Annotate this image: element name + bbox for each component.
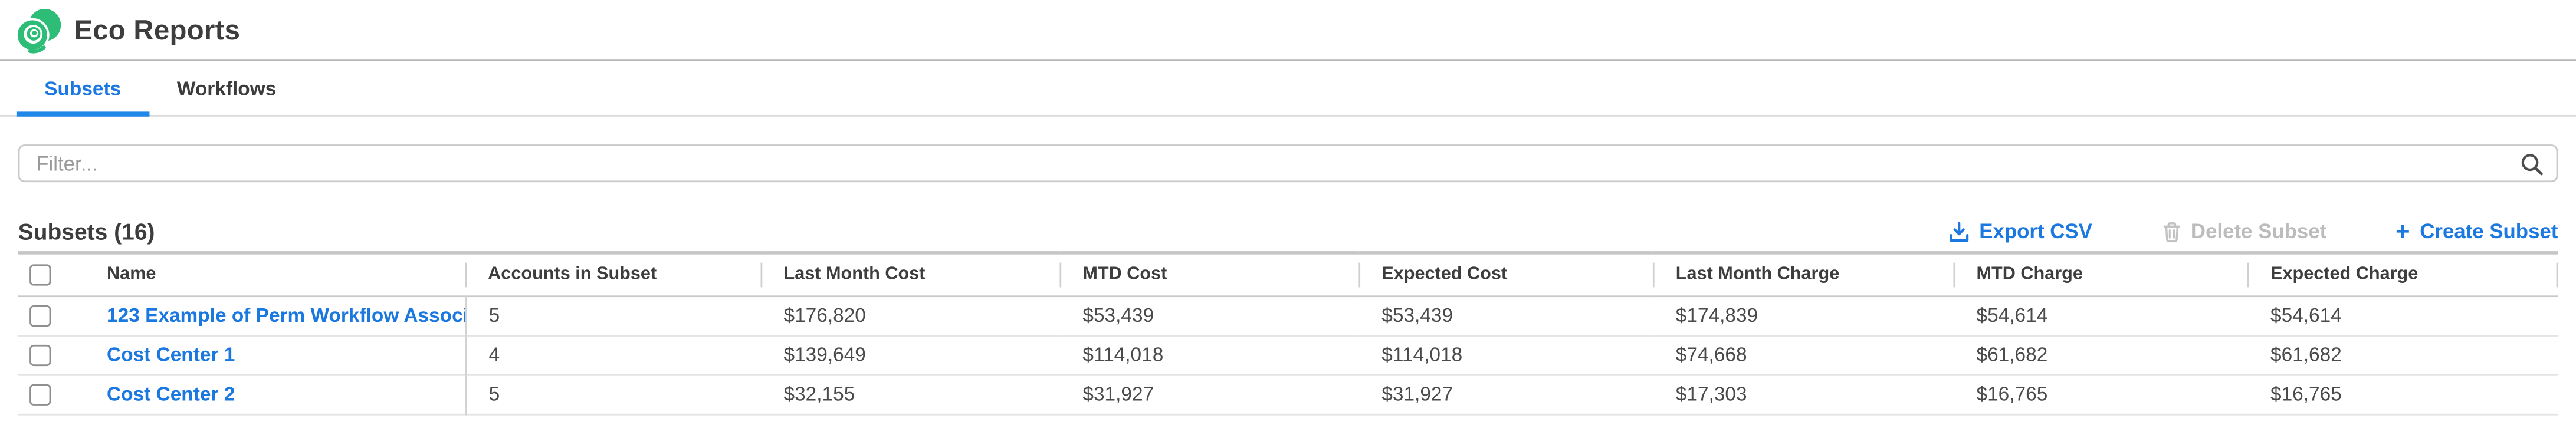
subsets-table: Name Accounts in Subset Last Month Cost … xyxy=(18,251,2558,414)
create-subset-label: Create Subset xyxy=(2420,220,2558,243)
cell-expected-charge: $54,614 xyxy=(2270,304,2342,327)
tabbar: Subsets Workflows xyxy=(0,61,2576,117)
cell-last-month-cost: $32,155 xyxy=(783,382,855,406)
action-bar: Export CSV Delete Subset + Create Subset xyxy=(1948,219,2558,244)
tab-subsets[interactable]: Subsets xyxy=(16,61,149,117)
search-icon xyxy=(2521,153,2543,175)
eco-logo-icon xyxy=(15,9,61,54)
page-title: Eco Reports xyxy=(74,15,241,46)
cell-mtd-cost: $53,439 xyxy=(1082,304,1154,327)
cell-accounts: 5 xyxy=(488,304,500,327)
delete-subset-button[interactable]: Delete Subset xyxy=(2161,220,2326,243)
filter-input[interactable] xyxy=(18,144,2558,183)
table-row: Cost Center 2 5 $32,155 $31,927 $31,927 … xyxy=(18,374,2558,414)
create-subset-button[interactable]: + Create Subset xyxy=(2395,219,2558,244)
cell-accounts: 4 xyxy=(488,343,500,367)
cell-mtd-charge: $61,682 xyxy=(1976,343,2048,367)
delete-subset-label: Delete Subset xyxy=(2190,220,2327,243)
cell-last-month-charge: $74,668 xyxy=(1675,343,1747,367)
cell-expected-charge: $61,682 xyxy=(2270,343,2342,367)
cell-expected-cost: $114,018 xyxy=(1381,343,1463,367)
download-icon xyxy=(1949,221,1968,241)
cell-mtd-cost: $31,927 xyxy=(1082,382,1154,406)
cell-mtd-charge: $54,614 xyxy=(1976,304,2048,327)
col-header-accounts: Accounts in Subset xyxy=(465,253,760,295)
cell-last-month-charge: $17,303 xyxy=(1675,382,1747,406)
section-header: Subsets (16) Export CSV Delete Subset + … xyxy=(18,218,2558,245)
cell-expected-cost: $31,927 xyxy=(1381,382,1453,406)
filter-container xyxy=(18,144,2558,183)
select-all-checkbox[interactable] xyxy=(29,263,51,285)
table-row: Cost Center 1 4 $139,649 $114,018 $114,0… xyxy=(18,335,2558,375)
table-header-row: Name Accounts in Subset Last Month Cost … xyxy=(18,252,2558,296)
subset-link[interactable]: Cost Center 1 xyxy=(107,343,235,367)
export-csv-label: Export CSV xyxy=(1979,220,2092,243)
trash-icon xyxy=(2162,221,2180,242)
cell-mtd-charge: $16,765 xyxy=(1976,382,2048,406)
cell-mtd-cost: $114,018 xyxy=(1082,343,1164,367)
subset-link[interactable]: Cost Center 2 xyxy=(107,382,235,406)
tab-subsets-label: Subsets xyxy=(44,76,122,100)
subset-link[interactable]: 123 Example of Perm Workflow Association xyxy=(107,304,463,327)
app-header: Eco Reports xyxy=(0,0,2576,61)
col-header-mtd-charge: MTD Charge xyxy=(1953,253,2247,295)
row-checkbox[interactable] xyxy=(29,345,51,367)
col-header-expected-cost: Expected Cost xyxy=(1358,253,1653,295)
cell-expected-charge: $16,765 xyxy=(2270,382,2342,406)
plus-icon: + xyxy=(2395,218,2410,246)
row-checkbox[interactable] xyxy=(29,384,51,406)
row-checkbox[interactable] xyxy=(29,305,51,327)
table-row: 123 Example of Perm Workflow Association… xyxy=(18,295,2558,335)
cell-last-month-cost: $176,820 xyxy=(783,304,866,327)
section-title: Subsets (16) xyxy=(18,218,155,245)
col-header-mtd-cost: MTD Cost xyxy=(1059,253,1358,295)
export-csv-button[interactable]: Export CSV xyxy=(1948,220,2092,243)
col-header-last-month-cost: Last Month Cost xyxy=(760,253,1060,295)
cell-accounts: 5 xyxy=(488,382,500,406)
col-header-name: Name xyxy=(107,265,156,285)
tab-workflows[interactable]: Workflows xyxy=(149,61,304,115)
cell-last-month-charge: $174,839 xyxy=(1675,304,1758,327)
cell-last-month-cost: $139,649 xyxy=(783,343,866,367)
tab-workflows-label: Workflows xyxy=(176,76,277,100)
col-header-expected-charge: Expected Charge xyxy=(2247,253,2558,295)
cell-expected-cost: $53,439 xyxy=(1381,304,1453,327)
col-header-last-month-charge: Last Month Charge xyxy=(1652,253,1954,295)
